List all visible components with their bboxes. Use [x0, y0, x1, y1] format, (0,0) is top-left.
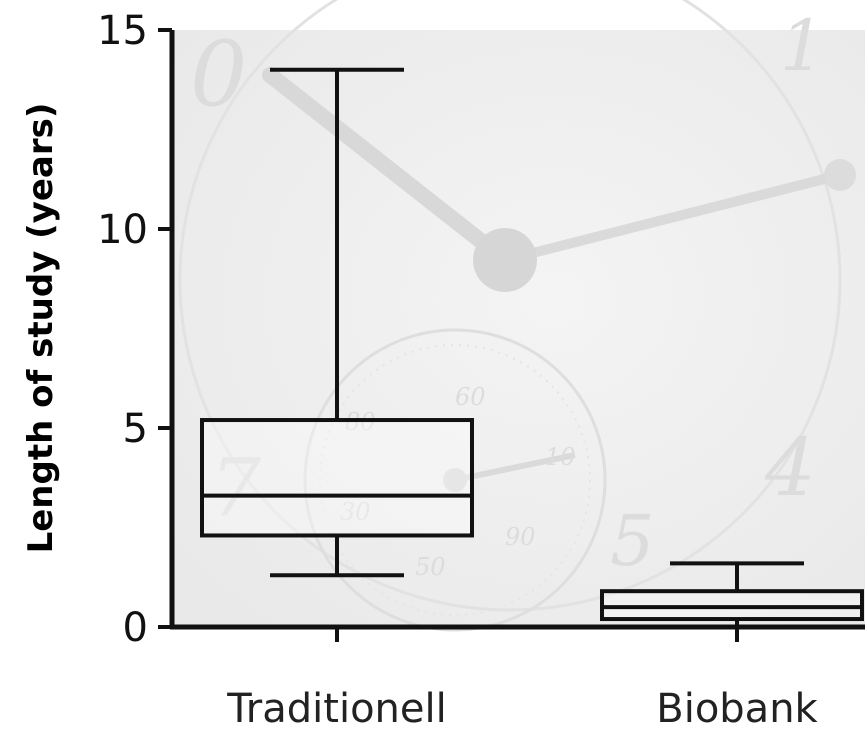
boxes-group — [200, 67, 864, 629]
svg-text:0: 0 — [190, 22, 247, 127]
y-tick-label: 15 — [97, 8, 148, 54]
y-tick-label: 5 — [123, 406, 148, 452]
clock-background-image: 0 1 4 5 7 60 10 90 50 30 80 — [172, 0, 865, 632]
x-ticks: Traditionell Biobank — [226, 627, 819, 730]
box-biobank — [600, 561, 864, 629]
y-ticks: 0 5 10 15 — [97, 8, 172, 651]
y-axis-label: Length of study (years) — [21, 103, 61, 554]
x-tick-label: Biobank — [656, 686, 818, 730]
y-tick-label: 10 — [97, 207, 148, 253]
svg-text:7: 7 — [210, 441, 261, 534]
svg-text:50: 50 — [415, 553, 446, 581]
box-traditionell — [200, 67, 474, 578]
y-tick-label: 0 — [123, 605, 148, 651]
iqr-box — [200, 418, 474, 538]
svg-text:60: 60 — [455, 383, 486, 411]
svg-text:10: 10 — [545, 443, 576, 471]
svg-text:4: 4 — [764, 421, 816, 514]
svg-text:30: 30 — [340, 498, 371, 526]
svg-text:5: 5 — [610, 500, 655, 582]
svg-text:1: 1 — [780, 5, 825, 87]
svg-text:90: 90 — [505, 523, 536, 551]
x-tick-label: Traditionell — [226, 686, 446, 730]
